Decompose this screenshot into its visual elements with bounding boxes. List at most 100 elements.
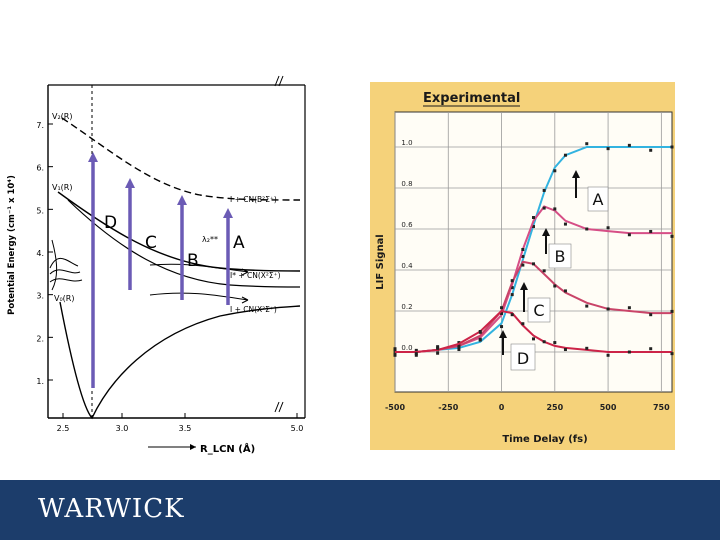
data-point-C: [414, 348, 418, 352]
v1-curve: [57, 191, 301, 272]
data-point-B: [553, 207, 557, 211]
lif-signal-chart: Experimental 0.0 0.2 0.4 0.6 0.8 1.0 -500 -250 0…: [370, 82, 675, 450]
x-axis-label: Time Delay (fs): [502, 434, 587, 445]
data-point-D: [627, 350, 631, 354]
data-point-C: [542, 269, 546, 273]
data-point-D: [478, 330, 482, 333]
warwick-logo: WARWICK: [38, 494, 185, 524]
data-point-B: [393, 348, 397, 352]
annotation-box: [527, 297, 551, 323]
data-point-D: [563, 348, 567, 352]
x-tick-label: 3.5: [179, 424, 192, 433]
arrow-label: B: [187, 251, 199, 271]
x-tick-label: 250: [546, 403, 563, 412]
asymptote-label: I* + CN(X²Σ⁺): [230, 271, 281, 280]
lambda-label: λ₂**: [202, 235, 218, 244]
data-point-D: [585, 346, 589, 350]
data-point-C: [563, 289, 567, 293]
data-point-B: [414, 353, 418, 357]
arrow-label: D: [104, 213, 117, 233]
y-axis-label: LIF Signal: [375, 234, 386, 290]
data-point-A: [585, 142, 589, 146]
y-tick-label: 1.: [36, 377, 44, 386]
annotation-label: A: [593, 190, 604, 209]
data-point-B: [670, 234, 674, 238]
data-point-C: [510, 279, 514, 283]
data-point-A: [553, 169, 557, 173]
y-tick-label: 0.6: [401, 221, 413, 229]
x-tick-label: 0: [499, 403, 505, 412]
data-point-A: [649, 148, 653, 152]
data-point-B: [585, 227, 589, 231]
data-point-B: [627, 233, 631, 237]
data-point-A: [532, 225, 535, 229]
axis-break: [274, 75, 284, 87]
y-axis-label: Potential Energy (cm⁻¹ x 10⁴): [7, 175, 17, 315]
data-point-A: [563, 153, 567, 157]
data-point-D: [670, 352, 674, 356]
curve-label: V₁(R): [52, 183, 72, 192]
data-point-D: [414, 352, 418, 356]
potential-energy-diagram: 1. 2. 3. 4. 5. 6. 7. 2.5 3.0 3.5 5.0 V₂(R) V₁(R) V₀(R…: [7, 75, 320, 475]
x-tick-label: 3.0: [116, 424, 129, 433]
data-point-B: [457, 341, 461, 345]
data-point-A: [457, 348, 461, 352]
annotation-arrow-head: [572, 170, 580, 178]
y-tick-label: 0.4: [401, 262, 413, 270]
dissociation-arrow: [149, 292, 249, 304]
data-point-A: [510, 293, 514, 297]
transition-arrow-head: [125, 178, 135, 188]
x-tick-label: 750: [653, 403, 670, 412]
data-point-C: [393, 352, 397, 356]
v1-lower-curve: [67, 199, 301, 288]
data-point-D: [436, 346, 440, 350]
data-point-B: [542, 206, 546, 210]
data-point-D: [521, 322, 525, 326]
wavepacket-lines: [49, 257, 83, 283]
annotation-arrow-head: [520, 282, 528, 290]
data-point-C: [553, 284, 557, 288]
data-point-B: [606, 226, 610, 230]
curve-label: V₀(R): [54, 294, 74, 303]
annotation-box: [510, 343, 536, 371]
annotation-arrow-head: [499, 330, 507, 338]
y-tick-label: 6.: [36, 164, 44, 173]
data-point-A: [436, 345, 440, 349]
y-tick-label: 0.0: [401, 344, 412, 352]
data-point-A: [500, 325, 504, 329]
data-point-C: [606, 307, 610, 311]
data-point-D: [606, 353, 610, 357]
series-line-D: [395, 309, 672, 353]
arrow-label: A: [233, 233, 245, 253]
data-point-D: [510, 313, 514, 317]
curve-label: V₂(R): [52, 112, 72, 121]
x-tick-label: 2.5: [57, 424, 70, 433]
y-tick-label: 7.: [36, 121, 44, 130]
absorption-profile: [51, 239, 58, 291]
data-point-B: [521, 248, 525, 251]
data-point-C: [670, 309, 674, 313]
data-point-A: [627, 143, 631, 147]
data-point-C: [521, 263, 525, 267]
data-point-A: [542, 188, 546, 192]
data-point-B: [649, 229, 653, 233]
data-point-A: [521, 254, 525, 258]
data-point-C: [436, 351, 440, 355]
data-point-C: [627, 306, 631, 310]
data-point-D: [649, 347, 653, 351]
annotation-label: B: [555, 247, 566, 266]
data-point-B: [478, 337, 482, 341]
x-tick-label: -250: [438, 403, 458, 412]
data-point-B: [563, 222, 567, 226]
annotation-label: D: [517, 349, 529, 368]
annotation-label: C: [533, 301, 544, 320]
data-point-D: [457, 345, 461, 349]
x-tick-label: -500: [385, 403, 405, 412]
x-axis-arrowhead: [190, 444, 196, 450]
v0-curve: [59, 301, 301, 420]
data-point-A: [393, 353, 397, 357]
data-point-C: [532, 262, 535, 266]
dissociation-arrow: [149, 263, 249, 276]
data-point-B: [510, 286, 514, 290]
data-point-C: [500, 311, 504, 315]
